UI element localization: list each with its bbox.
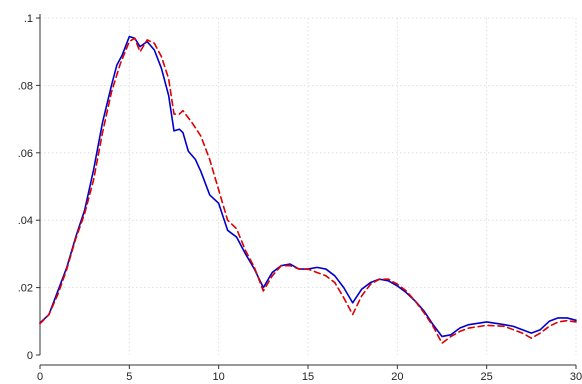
y-tick-label: 0 — [27, 350, 33, 362]
y-tick-label: .1 — [24, 13, 33, 25]
x-tick-label: 15 — [302, 371, 314, 383]
x-tick-label: 5 — [126, 371, 132, 383]
series-line-1 — [39, 35, 577, 338]
y-tick-label: .02 — [18, 283, 33, 295]
series-line-2 — [39, 37, 577, 344]
x-tick-label: 10 — [213, 371, 225, 383]
x-tick-label: 20 — [391, 371, 403, 383]
axes: 0 5 10 15 20 25 30 0 .02 .04 .06 .08 .1 — [18, 13, 582, 383]
y-tick-label: .04 — [18, 215, 33, 227]
series-layer — [39, 35, 577, 344]
y-tick-label: .08 — [18, 80, 33, 92]
grid — [40, 17, 577, 355]
y-tick-label: .06 — [18, 148, 33, 160]
x-tick-label: 0 — [37, 371, 43, 383]
x-tick-label: 30 — [570, 371, 582, 383]
x-tick-label: 25 — [481, 371, 493, 383]
